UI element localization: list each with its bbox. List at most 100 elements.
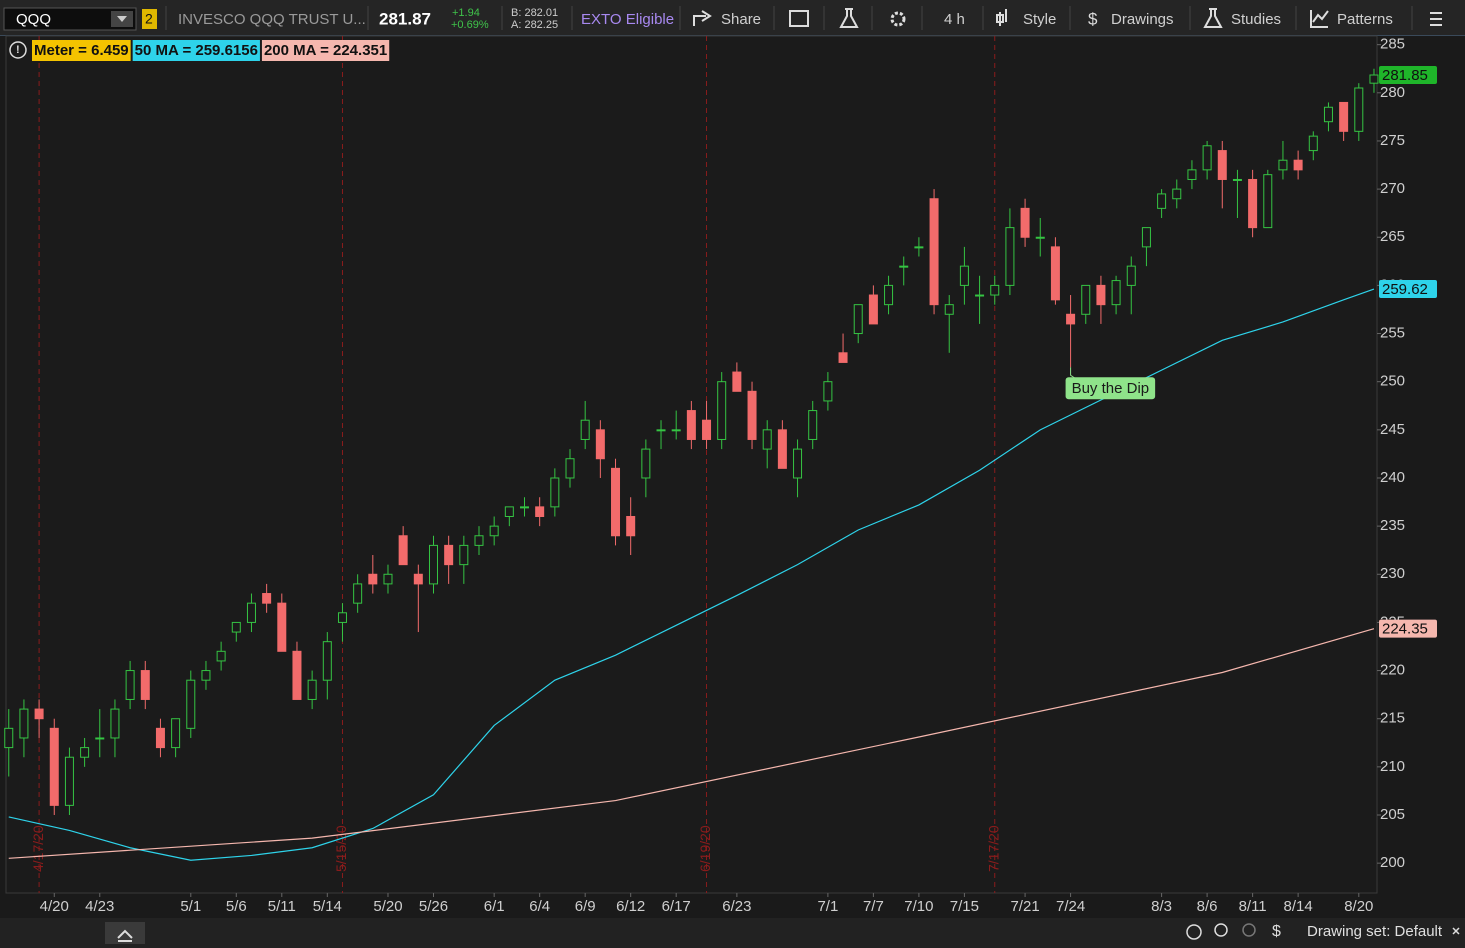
candle-body (1096, 284, 1106, 306)
x-tick-label: 8/6 (1197, 898, 1218, 915)
settings-icon[interactable] (890, 11, 906, 27)
x-tick-label: 5/11 (268, 898, 296, 915)
y-tick-label: 275 (1380, 132, 1405, 149)
candle-body (337, 612, 347, 623)
studies-icon[interactable] (1203, 8, 1223, 28)
candle-body (747, 390, 757, 440)
candle-body (4, 727, 14, 749)
candle-body (884, 284, 894, 306)
candle-body (428, 544, 438, 585)
patterns-icon[interactable] (1310, 10, 1329, 28)
drawings-icon[interactable]: $ (1088, 9, 1098, 28)
candle-body (307, 679, 317, 700)
drawing-icon[interactable]: $ (1272, 923, 1281, 940)
x-tick-label: 7/10 (904, 898, 933, 915)
studies-button[interactable]: Studies (1231, 11, 1281, 28)
candle-body (565, 458, 575, 479)
candle-body (383, 573, 393, 585)
candle-body (656, 429, 666, 432)
crosshair-icon[interactable] (1186, 924, 1202, 940)
candle-body (1323, 106, 1333, 123)
candle-body (580, 419, 590, 440)
candle-body (1035, 236, 1045, 239)
candle-body (1293, 159, 1303, 171)
candle-body (64, 756, 74, 806)
candle-body (777, 429, 787, 469)
candle-body (277, 602, 287, 652)
symbol[interactable]: QQQ (16, 11, 51, 28)
candle-body (262, 593, 272, 604)
x-tick-label: 6/4 (529, 898, 550, 915)
x-tick-label: 8/11 (1239, 898, 1267, 915)
zoom-out-icon[interactable] (1242, 923, 1256, 937)
share-icon[interactable] (693, 10, 712, 26)
share-button[interactable]: Share (721, 11, 761, 28)
candle-body (611, 467, 621, 537)
candle-body (550, 477, 560, 508)
candle-body (1187, 169, 1197, 180)
flask-icon[interactable] (839, 8, 859, 28)
candle-body (1278, 159, 1288, 171)
patterns-button[interactable]: Patterns (1337, 11, 1393, 28)
y-tick-label: 255 (1380, 325, 1405, 342)
candle-body (853, 304, 863, 335)
exto-eligible[interactable]: EXTO Eligible (581, 11, 674, 28)
x-tick-label: 5/1 (180, 898, 201, 915)
style-button[interactable]: Style (1023, 11, 1056, 28)
x-tick-label: 6/17 (662, 898, 691, 915)
candle-body (1172, 188, 1182, 200)
x-tick-label: 7/24 (1056, 898, 1085, 915)
candle-body (459, 544, 469, 566)
candle-body (1217, 150, 1227, 180)
candle-body (155, 727, 165, 749)
scroll-button[interactable] (105, 922, 145, 944)
scroll-icon (117, 929, 133, 942)
drawing-set[interactable]: Drawing set: Default (1307, 923, 1443, 940)
zoom-icon[interactable] (1214, 923, 1228, 937)
candle-body (474, 535, 484, 546)
grid-icon[interactable] (789, 10, 809, 27)
description: INVESCO QQQ TRUST U... (178, 11, 366, 28)
candle-body (762, 429, 772, 450)
menu-icon[interactable] (1430, 12, 1442, 26)
candle-body (444, 544, 454, 566)
candle-body (990, 284, 1000, 296)
candle-body (1005, 227, 1015, 286)
moving-average-line (8, 288, 1375, 861)
candle-body (1050, 246, 1060, 301)
y-tick-label: 265 (1380, 228, 1405, 245)
link-box[interactable] (142, 9, 157, 29)
y-tick-label: 205 (1380, 806, 1405, 823)
x-tick-label: 6/1 (484, 898, 505, 915)
toolbar (0, 0, 1465, 36)
candle-body (535, 506, 545, 517)
interval[interactable]: 4 h (944, 11, 965, 28)
x-tick-label: 5/14 (313, 898, 342, 915)
candle-body (110, 708, 120, 739)
info-icon-mark: ! (16, 44, 20, 56)
y-tick-label: 220 (1380, 662, 1405, 679)
candle-body (1263, 174, 1273, 229)
drawings-button[interactable]: Drawings (1111, 11, 1174, 28)
y-tick-label: 250 (1380, 373, 1405, 390)
candle-body (838, 352, 848, 363)
symbol-box[interactable] (3, 7, 137, 31)
x-tick-label: 4/20 (40, 898, 69, 915)
x-tick-label: 5/6 (226, 898, 247, 915)
candle-body (489, 525, 499, 537)
x-tick-label: 7/21 (1010, 898, 1039, 915)
plot-layer: 2002052102152202252302352402452502552602… (4, 36, 1437, 915)
ma-label: 50 MA = 259.6156 (135, 42, 258, 59)
ma-label: 200 MA = 224.351 (264, 42, 387, 59)
last-price-tag-bg (1379, 65, 1437, 84)
style-icon[interactable] (996, 9, 1007, 26)
candle-body (1308, 135, 1318, 152)
candle-body (823, 381, 833, 402)
info-icon[interactable] (9, 41, 27, 59)
candle-body (944, 304, 954, 315)
candle-body (1111, 280, 1121, 306)
dropdown-arrow (117, 16, 127, 22)
link-number[interactable]: 2 (145, 11, 153, 27)
x-tick-label: 8/20 (1344, 898, 1373, 915)
